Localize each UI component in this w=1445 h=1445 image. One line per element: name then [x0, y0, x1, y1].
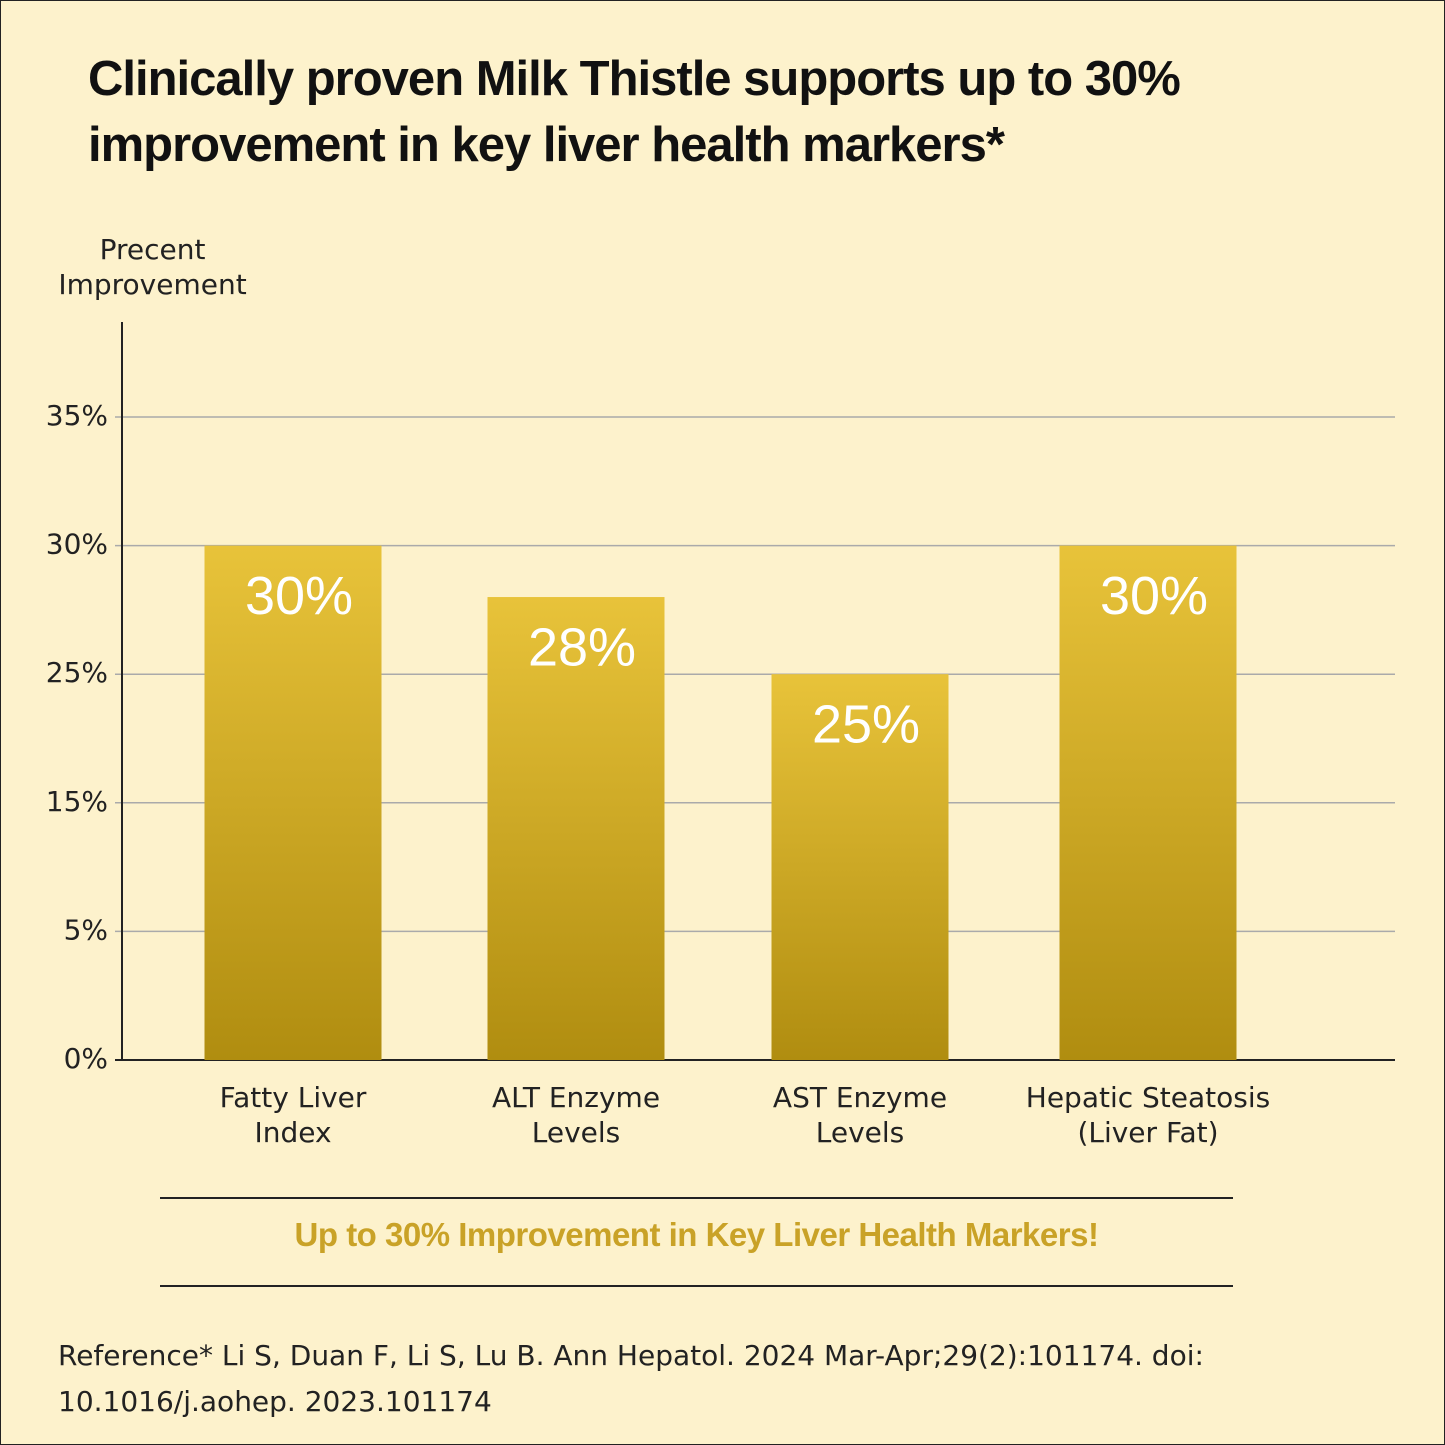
y-tick-label: 15%: [46, 785, 108, 818]
y-tick-label: 0%: [64, 1042, 108, 1075]
divider: [160, 1197, 1233, 1199]
chart-title: Clinically proven Milk Thistle supports …: [88, 52, 1181, 172]
chart: 0% 5% 15% 25% 30% 35% 30% 28% 25% 30%: [46, 322, 1395, 1075]
data-label: 30%: [1100, 566, 1208, 626]
bar: [487, 597, 665, 1060]
y-axis-label: Precent Improvement: [58, 233, 247, 301]
data-label: 30%: [245, 566, 353, 626]
data-label: 25%: [812, 694, 920, 754]
divider: [160, 1285, 1233, 1287]
bar: [771, 674, 949, 1060]
bar: [1059, 545, 1237, 1060]
reference: Reference* Li S, Duan F, Li S, Lu B. Ann…: [58, 1339, 1204, 1418]
y-tick-label: 5%: [64, 913, 108, 946]
bar: [204, 545, 382, 1060]
y-tick-label: 25%: [46, 656, 108, 689]
x-tick-label: ALT Enzyme Levels: [491, 1081, 661, 1149]
y-tick-label: 35%: [46, 399, 108, 432]
x-tick-label: AST Enzyme Levels: [772, 1081, 948, 1149]
banner: Up to 30% Improvement in Key Liver Healt…: [294, 1216, 1099, 1253]
y-tick-label: 30%: [46, 528, 108, 561]
data-label: 28%: [528, 617, 636, 677]
x-tick-label: Fatty Liver Index: [219, 1081, 367, 1149]
x-tick-label: Hepatic Steatosis (Liver Fat): [1025, 1081, 1271, 1149]
